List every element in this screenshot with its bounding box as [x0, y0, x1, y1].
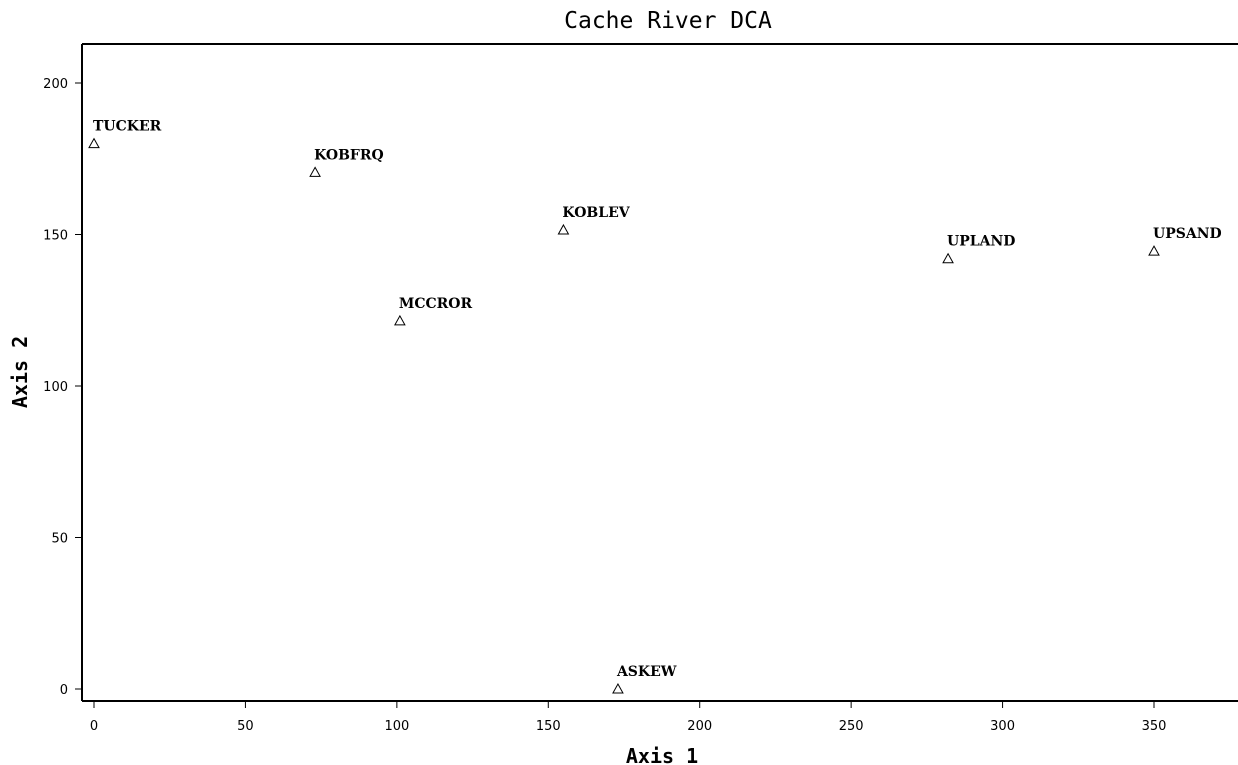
data-point-label: ASKEW	[616, 664, 677, 680]
y-axis-title: Axis 2	[8, 336, 32, 408]
x-tick-label: 50	[237, 719, 254, 734]
chart-title: Cache River DCA	[564, 8, 772, 34]
y-tick-label: 150	[43, 229, 68, 244]
data-point-marker	[612, 682, 624, 694]
data-point-label: UPSAND	[1153, 226, 1222, 242]
data-point-label: KOBFRQ	[314, 147, 384, 163]
data-point-label: KOBLEV	[562, 205, 630, 221]
y-tick-label: 100	[43, 380, 68, 395]
y-tick-label: 0	[60, 683, 68, 698]
data-point-label: TUCKER	[93, 119, 162, 135]
x-axis-title: Axis 1	[626, 744, 698, 765]
data-point-marker	[309, 166, 321, 177]
data-point-marker	[88, 137, 100, 149]
data-point-marker	[394, 314, 406, 326]
x-tick-label: 300	[990, 719, 1015, 734]
data-point-marker	[1148, 245, 1160, 256]
data-point-marker	[557, 223, 570, 235]
data-point-label: MCCROR	[399, 296, 473, 312]
x-tick-label: 350	[1142, 719, 1167, 734]
y-tick-label: 50	[51, 532, 68, 547]
x-tick-label: 150	[536, 719, 561, 734]
x-tick-label: 250	[839, 719, 864, 734]
plot-frame	[81, 43, 1238, 702]
x-tick-label: 0	[90, 719, 98, 734]
x-tick-label: 100	[384, 719, 409, 734]
data-point-marker	[942, 252, 954, 264]
axis-ticks: 0 50 100 150 200 250 300 350 0 50 100 150 200	[43, 77, 1166, 734]
y-tick-label: 200	[43, 77, 68, 92]
data-point-label: UPLAND	[947, 234, 1015, 250]
x-tick-label: 200	[687, 719, 712, 734]
data-points: TUCKER KOBFRQ KOBLEV MCCROR UPLAND UPSAND ASKE…	[88, 119, 1222, 694]
